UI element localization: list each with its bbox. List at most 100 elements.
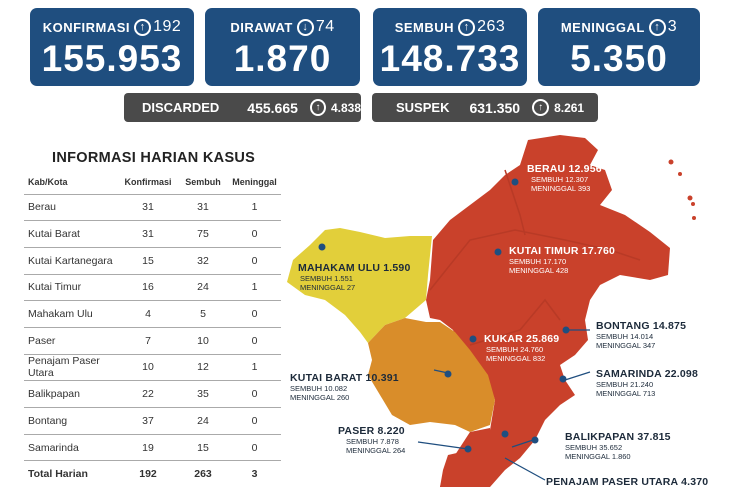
cell-kabkota: Samarinda: [24, 434, 118, 462]
kukar-sembuh: SEMBUH 24.760: [486, 345, 544, 354]
bontang-marker: [562, 326, 570, 334]
sembuh-label: SEMBUH: [394, 19, 455, 35]
paser-name: PASER 8.220: [338, 425, 405, 437]
cell-konfirmasi: 7: [118, 327, 178, 355]
samarinda-marker: [559, 375, 567, 383]
cell-konfirmasi: 22: [118, 380, 178, 408]
dirawat-card: DIRAWAT ↓ 74 1.870: [205, 8, 360, 86]
table-total-row: Total Harian 192 263 3: [24, 461, 281, 487]
bontang-sembuh: SEMBUH 14.014: [596, 332, 654, 341]
kubar-marker: [444, 370, 452, 378]
map-region-mahulu: [287, 228, 432, 343]
cell-meninggal: 0: [228, 300, 281, 328]
mahulu-marker: [318, 243, 326, 251]
arrow-down-icon: ↓: [296, 18, 314, 36]
berau-meninggal: MENINGGAL 393: [531, 184, 591, 193]
table-row: Kutai Kartanegara 15 32 0: [24, 247, 281, 275]
table-row: Kutai Barat 31 75 0: [24, 220, 281, 248]
cell-kabkota: Bontang: [24, 407, 118, 435]
table-row: Penajam Paser Utara 10 12 1: [24, 354, 281, 382]
cell-kabkota: Kutai Kartanegara: [24, 247, 118, 275]
arrow-up-icon: ↑: [648, 18, 666, 36]
cell-kabkota: Kutai Timur: [24, 274, 118, 302]
discarded-value: 455.665: [247, 99, 298, 116]
cell-konfirmasi: 15: [118, 247, 178, 275]
label-kutim: KUTAI TIMUR 17.760 SEMBUH 17.170 MENINGG…: [509, 245, 615, 275]
kubar-name: KUTAI BARAT 10.391: [290, 372, 399, 384]
mahulu-name: MAHAKAM ULU 1.590: [298, 262, 411, 274]
paser-meninggal: MENINGGAL 264: [346, 446, 406, 455]
table-header-row: Kab/Kota Konfirmasi Sembuh Meninggal: [24, 170, 281, 195]
mahulu-sembuh: SEMBUH 1.551: [300, 274, 353, 283]
arrow-up-icon: ↑: [134, 18, 152, 36]
arrow-up-icon: ↑: [458, 18, 476, 36]
arrow-up-icon: ↑: [532, 99, 550, 116]
kukar-name: KUKAR 25.869: [484, 333, 560, 345]
mahulu-meninggal: MENINGGAL 27: [300, 283, 356, 292]
berau-marker: [511, 178, 519, 186]
dirawat-value: 1.870: [233, 38, 332, 79]
cell-total-meninggal: 3: [251, 468, 258, 481]
table-row: Samarinda 19 15 0: [24, 434, 281, 462]
cell-kabkota: Paser: [24, 327, 118, 355]
discarded-label: DISCARDED: [142, 100, 220, 115]
arrow-up-icon: ↑: [309, 99, 326, 116]
kutim-marker: [494, 248, 502, 256]
cell-sembuh: 32: [178, 247, 228, 275]
berau-sembuh: SEMBUH 12.307: [531, 175, 589, 184]
meninggal-value: 5.350: [570, 38, 668, 79]
dirawat-label: DIRAWAT: [230, 19, 293, 35]
label-paser: PASER 8.220 SEMBUH 7.878 MENINGGAL 264: [338, 425, 405, 455]
meninggal-label: MENINGGAL: [560, 19, 645, 35]
cell-total-sembuh: 263: [194, 468, 212, 481]
sembuh-delta: 263: [477, 18, 506, 35]
table-row: Mahakam Ulu 4 5 0: [24, 300, 281, 328]
konfirmasi-delta: 192: [153, 18, 182, 35]
table-row: Berau 31 31 1: [24, 194, 281, 222]
bontang-meninggal: MENINGGAL 347: [596, 341, 656, 350]
cell-kabkota: Berau: [24, 194, 118, 222]
cell-konfirmasi: 31: [118, 220, 178, 248]
ppu-marker: [501, 430, 509, 438]
cell-meninggal: 1: [228, 194, 281, 222]
cell-konfirmasi: 31: [118, 194, 178, 222]
meninggal-delta: 3: [667, 18, 678, 35]
cell-sembuh: 10: [178, 327, 228, 355]
cell-kabkota: Penajam Paser Utara: [24, 354, 118, 382]
cell-sembuh: 12: [178, 354, 228, 382]
balikpapan-sembuh: SEMBUH 35.652: [565, 443, 623, 452]
cell-konfirmasi: 37: [118, 407, 178, 435]
samarinda-meninggal: MENINGGAL 713: [596, 389, 656, 398]
balikpapan-marker: [531, 436, 539, 444]
cell-konfirmasi: 16: [118, 274, 178, 302]
cell-meninggal: 0: [228, 407, 281, 435]
cell-meninggal: 0: [228, 380, 281, 408]
col-header-konfirmasi: Konfirmasi: [118, 170, 178, 195]
table-title: INFORMASI HARIAN KASUS: [52, 150, 256, 166]
label-mahulu: MAHAKAM ULU 1.590 SEMBUH 1.551 MENINGGAL…: [298, 262, 411, 292]
konfirmasi-label: KONFIRMASI: [42, 19, 131, 35]
balikpapan-name: BALIKPAPAN 37.815: [565, 431, 671, 443]
kutim-sembuh: SEMBUH 17.170: [509, 257, 567, 266]
map-region-kubar: [368, 318, 495, 432]
konfirmasi-card: KONFIRMASI ↑ 192 155.953: [30, 8, 194, 86]
suspek-label: SUSPEK: [396, 100, 450, 115]
table-row: Balikpapan 22 35 0: [24, 380, 281, 408]
label-kubar: KUTAI BARAT 10.391 SEMBUH 10.082 MENINGG…: [290, 372, 399, 402]
table-row: Paser 7 10 0: [24, 327, 281, 355]
sembuh-value: 148.733: [379, 38, 521, 79]
cell-sembuh: 75: [178, 220, 228, 248]
col-header-meninggal: Meninggal: [228, 170, 281, 195]
label-kukar: KUKAR 25.869 SEMBUH 24.760 MENINGGAL 832: [484, 333, 559, 363]
cell-sembuh: 24: [178, 274, 228, 302]
kutim-meninggal: MENINGGAL 428: [509, 266, 569, 275]
suspek-value: 631.350: [469, 99, 521, 116]
cell-konfirmasi: 19: [118, 434, 178, 462]
paser-marker: [464, 445, 472, 453]
cell-meninggal: 1: [228, 354, 281, 382]
col-header-kabkota: Kab/Kota: [24, 170, 118, 195]
suspek-bar: SUSPEK 631.350 ↑ 8.261: [372, 93, 598, 122]
cell-meninggal: 1: [228, 274, 281, 302]
kutim-name: KUTAI TIMUR 17.760: [509, 245, 616, 257]
